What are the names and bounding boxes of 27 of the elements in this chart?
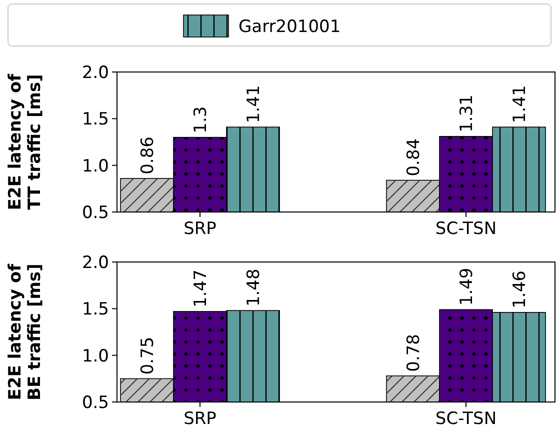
y-tick-label: 1.5 — [82, 110, 109, 130]
x-tick-label: SC-TSN — [435, 409, 497, 429]
data-label: 1.48 — [244, 268, 264, 307]
legend-label: Garr201001 — [238, 16, 341, 37]
y-tick-label: 2.0 — [82, 62, 109, 83]
y-tick-label: 0.5 — [82, 392, 109, 413]
data-label: 0.86 — [138, 136, 158, 174]
y-axis-title: E2E latency of BE traffic [ms] — [6, 263, 46, 400]
data-label: 1.46 — [510, 270, 530, 308]
data-label: 0.78 — [404, 334, 424, 372]
y-tick-label: 1.0 — [82, 346, 109, 366]
data-label: 1.49 — [457, 268, 477, 306]
x-tick-label: SRP — [184, 409, 216, 429]
y-axis-title: E2E latency of TT traffic [ms] — [6, 73, 46, 210]
y-tick-label: 2.0 — [82, 252, 109, 273]
y-tick-label: 1.5 — [82, 300, 109, 320]
x-tick-label: SRP — [184, 219, 216, 239]
x-tick-label: SC-TSN — [435, 219, 497, 239]
y-tick-label: 1.0 — [82, 156, 109, 176]
data-label: 1.47 — [191, 270, 211, 308]
data-label: 1.3 — [191, 106, 211, 134]
data-label: 1.41 — [510, 85, 530, 124]
y-tick-label: 0.5 — [82, 202, 109, 223]
data-label: 0.75 — [138, 336, 158, 375]
data-label: 1.41 — [244, 85, 264, 124]
data-label: 0.84 — [404, 138, 424, 176]
data-label: 1.31 — [457, 94, 477, 132]
